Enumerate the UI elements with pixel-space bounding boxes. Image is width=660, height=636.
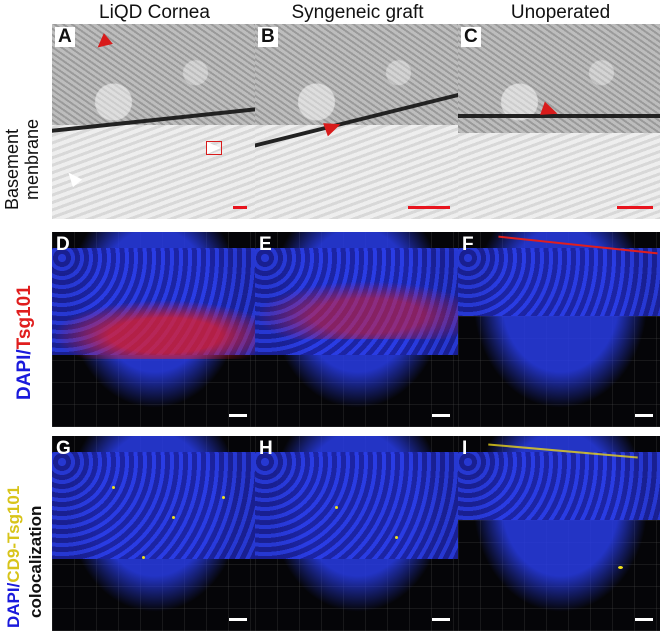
scale-bar: [229, 618, 247, 621]
column-title-liqd: LiQD Cornea: [99, 2, 210, 23]
red-arrow-icon: [93, 33, 113, 53]
scale-bar: [635, 414, 653, 417]
panel-d-fluorescence-image: D: [52, 232, 257, 427]
row-label-basement: Basement: [2, 129, 23, 210]
tsg101-signal: [255, 280, 460, 340]
panel-g-fluorescence-image: G: [52, 436, 257, 631]
panel-letter-e: E: [259, 234, 272, 255]
panel-c-em-image: C: [458, 24, 660, 219]
stroma-region: [458, 133, 660, 219]
epithelium-nuclei: [458, 247, 660, 316]
row-label-membrane: menbrane: [22, 119, 43, 200]
row-label-coloc: DAPI/CD9-Tsg101: [4, 486, 24, 628]
scale-bar: [617, 206, 653, 209]
scale-bar: [432, 414, 450, 417]
scale-bar: [432, 618, 450, 621]
label-dapi: DAPI/: [14, 349, 35, 400]
label-tsg101: Tsg101: [14, 285, 35, 350]
epithelium-nuclei: [458, 451, 660, 520]
panel-letter-b: B: [258, 27, 278, 47]
panel-h-fluorescence-image: H: [255, 436, 460, 631]
coloc-dot: [618, 566, 623, 569]
coloc-dot: [222, 496, 225, 499]
scale-bar: [233, 206, 247, 209]
coloc-dot: [395, 536, 398, 539]
scale-bar: [229, 414, 247, 417]
stroma-region: [255, 125, 460, 219]
panel-b-em-image: B: [255, 24, 460, 219]
basement-membrane-line: [458, 113, 660, 118]
label-cd9-tsg101: CD9-Tsg101: [4, 485, 23, 583]
coloc-dot: [335, 506, 338, 509]
panel-letter-f: F: [462, 234, 474, 255]
scale-bar: [408, 206, 450, 209]
label-dapi-2: DAPI/: [4, 582, 23, 628]
scale-bar: [635, 618, 653, 621]
coloc-dot: [142, 556, 145, 559]
coloc-dot: [172, 516, 175, 519]
panel-e-fluorescence-image: E: [255, 232, 460, 427]
panel-letter-a: A: [55, 27, 75, 47]
panel-letter-g: G: [56, 438, 71, 459]
open-arrow-icon: [206, 141, 222, 155]
panel-f-fluorescence-image: F: [458, 232, 660, 427]
panel-letter-i: I: [462, 438, 468, 459]
row-label-membrane-line2: menbrane: [22, 118, 42, 200]
column-title-syngeneic: Syngeneic graft: [291, 2, 424, 23]
row-label-colocalization: colocalization: [26, 506, 46, 618]
row-label-basement-line1: Basement: [2, 128, 22, 210]
panel-i-fluorescence-image: I: [458, 436, 660, 631]
column-title-unoperated: Unoperated: [510, 2, 611, 23]
label-colocalization: colocalization: [26, 505, 45, 618]
epithelium-nuclei: [52, 451, 257, 559]
panel-a-em-image: A: [52, 24, 257, 219]
stroma-region: [52, 125, 257, 219]
panel-letter-d: D: [56, 234, 70, 255]
panel-letter-h: H: [259, 438, 273, 459]
row-label-tsg101: DAPI/Tsg101: [14, 285, 36, 400]
panel-letter-c: C: [461, 27, 481, 47]
epithelium-nuclei: [255, 451, 460, 559]
coloc-dot: [112, 486, 115, 489]
tsg101-signal: [52, 300, 257, 359]
